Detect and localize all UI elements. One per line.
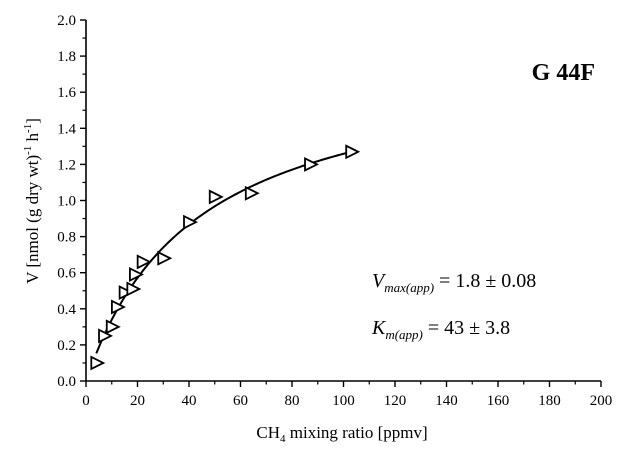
y-tick-label: 1.2 [57, 157, 76, 173]
km-subscript: m(app) [385, 327, 423, 342]
x-tick-label: 20 [130, 393, 145, 409]
data-point [345, 144, 361, 160]
y-tick-label: 2.0 [57, 13, 76, 29]
data-point [105, 319, 121, 335]
y-axis-title-sup2: -1 [22, 124, 34, 133]
x-tick-label: 120 [384, 393, 407, 409]
x-tick-label: 80 [285, 393, 300, 409]
x-tick-label: 180 [538, 393, 561, 409]
data-point [126, 281, 142, 297]
fit-curve [95, 150, 352, 354]
data-point [98, 328, 114, 344]
data-point [111, 299, 126, 315]
data-point [244, 185, 260, 201]
data-point [157, 250, 173, 266]
vmax-subscript: max(app) [384, 280, 434, 295]
x-tick-label: 40 [182, 393, 197, 409]
y-tick-label: 0.4 [57, 302, 76, 318]
y-axis-title-sup1: -1 [22, 146, 34, 155]
x-tick-label: 160 [487, 393, 510, 409]
x-tick-label: 60 [233, 393, 248, 409]
vmax-symbol: V [372, 270, 387, 292]
km-annotation: Km(app) = 43 ± 3.8 [371, 317, 510, 342]
data-point [90, 355, 106, 371]
y-tick-label: 0.8 [57, 230, 76, 246]
y-tick-label: 0.0 [57, 374, 76, 390]
y-axis-title-b: h [23, 132, 42, 145]
y-tick-label: 1.4 [57, 121, 76, 137]
km-symbol: K [371, 317, 387, 339]
data-points [90, 144, 361, 371]
y-axis-title-a: V [nmol (g dry wt) [23, 155, 42, 284]
x-tick-label: 140 [435, 393, 458, 409]
km-value: = 43 ± 3.8 [423, 317, 510, 339]
sample-label: G 44F [532, 60, 595, 86]
vmax-value: = 1.8 ± 0.08 [434, 270, 536, 292]
fit-curve-group [95, 150, 352, 354]
data-point [304, 156, 320, 172]
x-axis-title-rest: mixing ratio [ppmv] [286, 423, 428, 442]
x-tick-label: 200 [590, 393, 613, 409]
y-tick-label: 1.6 [57, 85, 76, 101]
x-axis-title-sub: 4 [280, 433, 286, 445]
vmax-annotation: Vmax(app) = 1.8 ± 0.08 [372, 270, 536, 295]
x-tick-label: 0 [82, 393, 90, 409]
y-tick-label: 0.6 [57, 266, 76, 282]
data-point [136, 254, 152, 270]
axes: 0 20 40 60 80 100 120 140 160 180 200 0.0 0.2 0.4 0.6 0… [57, 13, 612, 409]
y-tick-label: 0.2 [57, 338, 76, 354]
x-axis-title-main: CH [256, 423, 280, 442]
y-tick-label: 1.8 [57, 49, 76, 65]
data-point [208, 189, 224, 205]
data-point [118, 285, 134, 301]
y-tick-label: 1.0 [57, 194, 76, 210]
x-axis-title: CH4 mixing ratio [ppmv] [256, 423, 427, 445]
y-axis-title-c: ] [23, 118, 42, 124]
data-point [129, 267, 144, 282]
data-point [183, 214, 199, 230]
x-tick-label: 100 [332, 393, 355, 409]
y-axis-title: V [nmol (g dry wt)-1 h-1] [22, 118, 42, 284]
